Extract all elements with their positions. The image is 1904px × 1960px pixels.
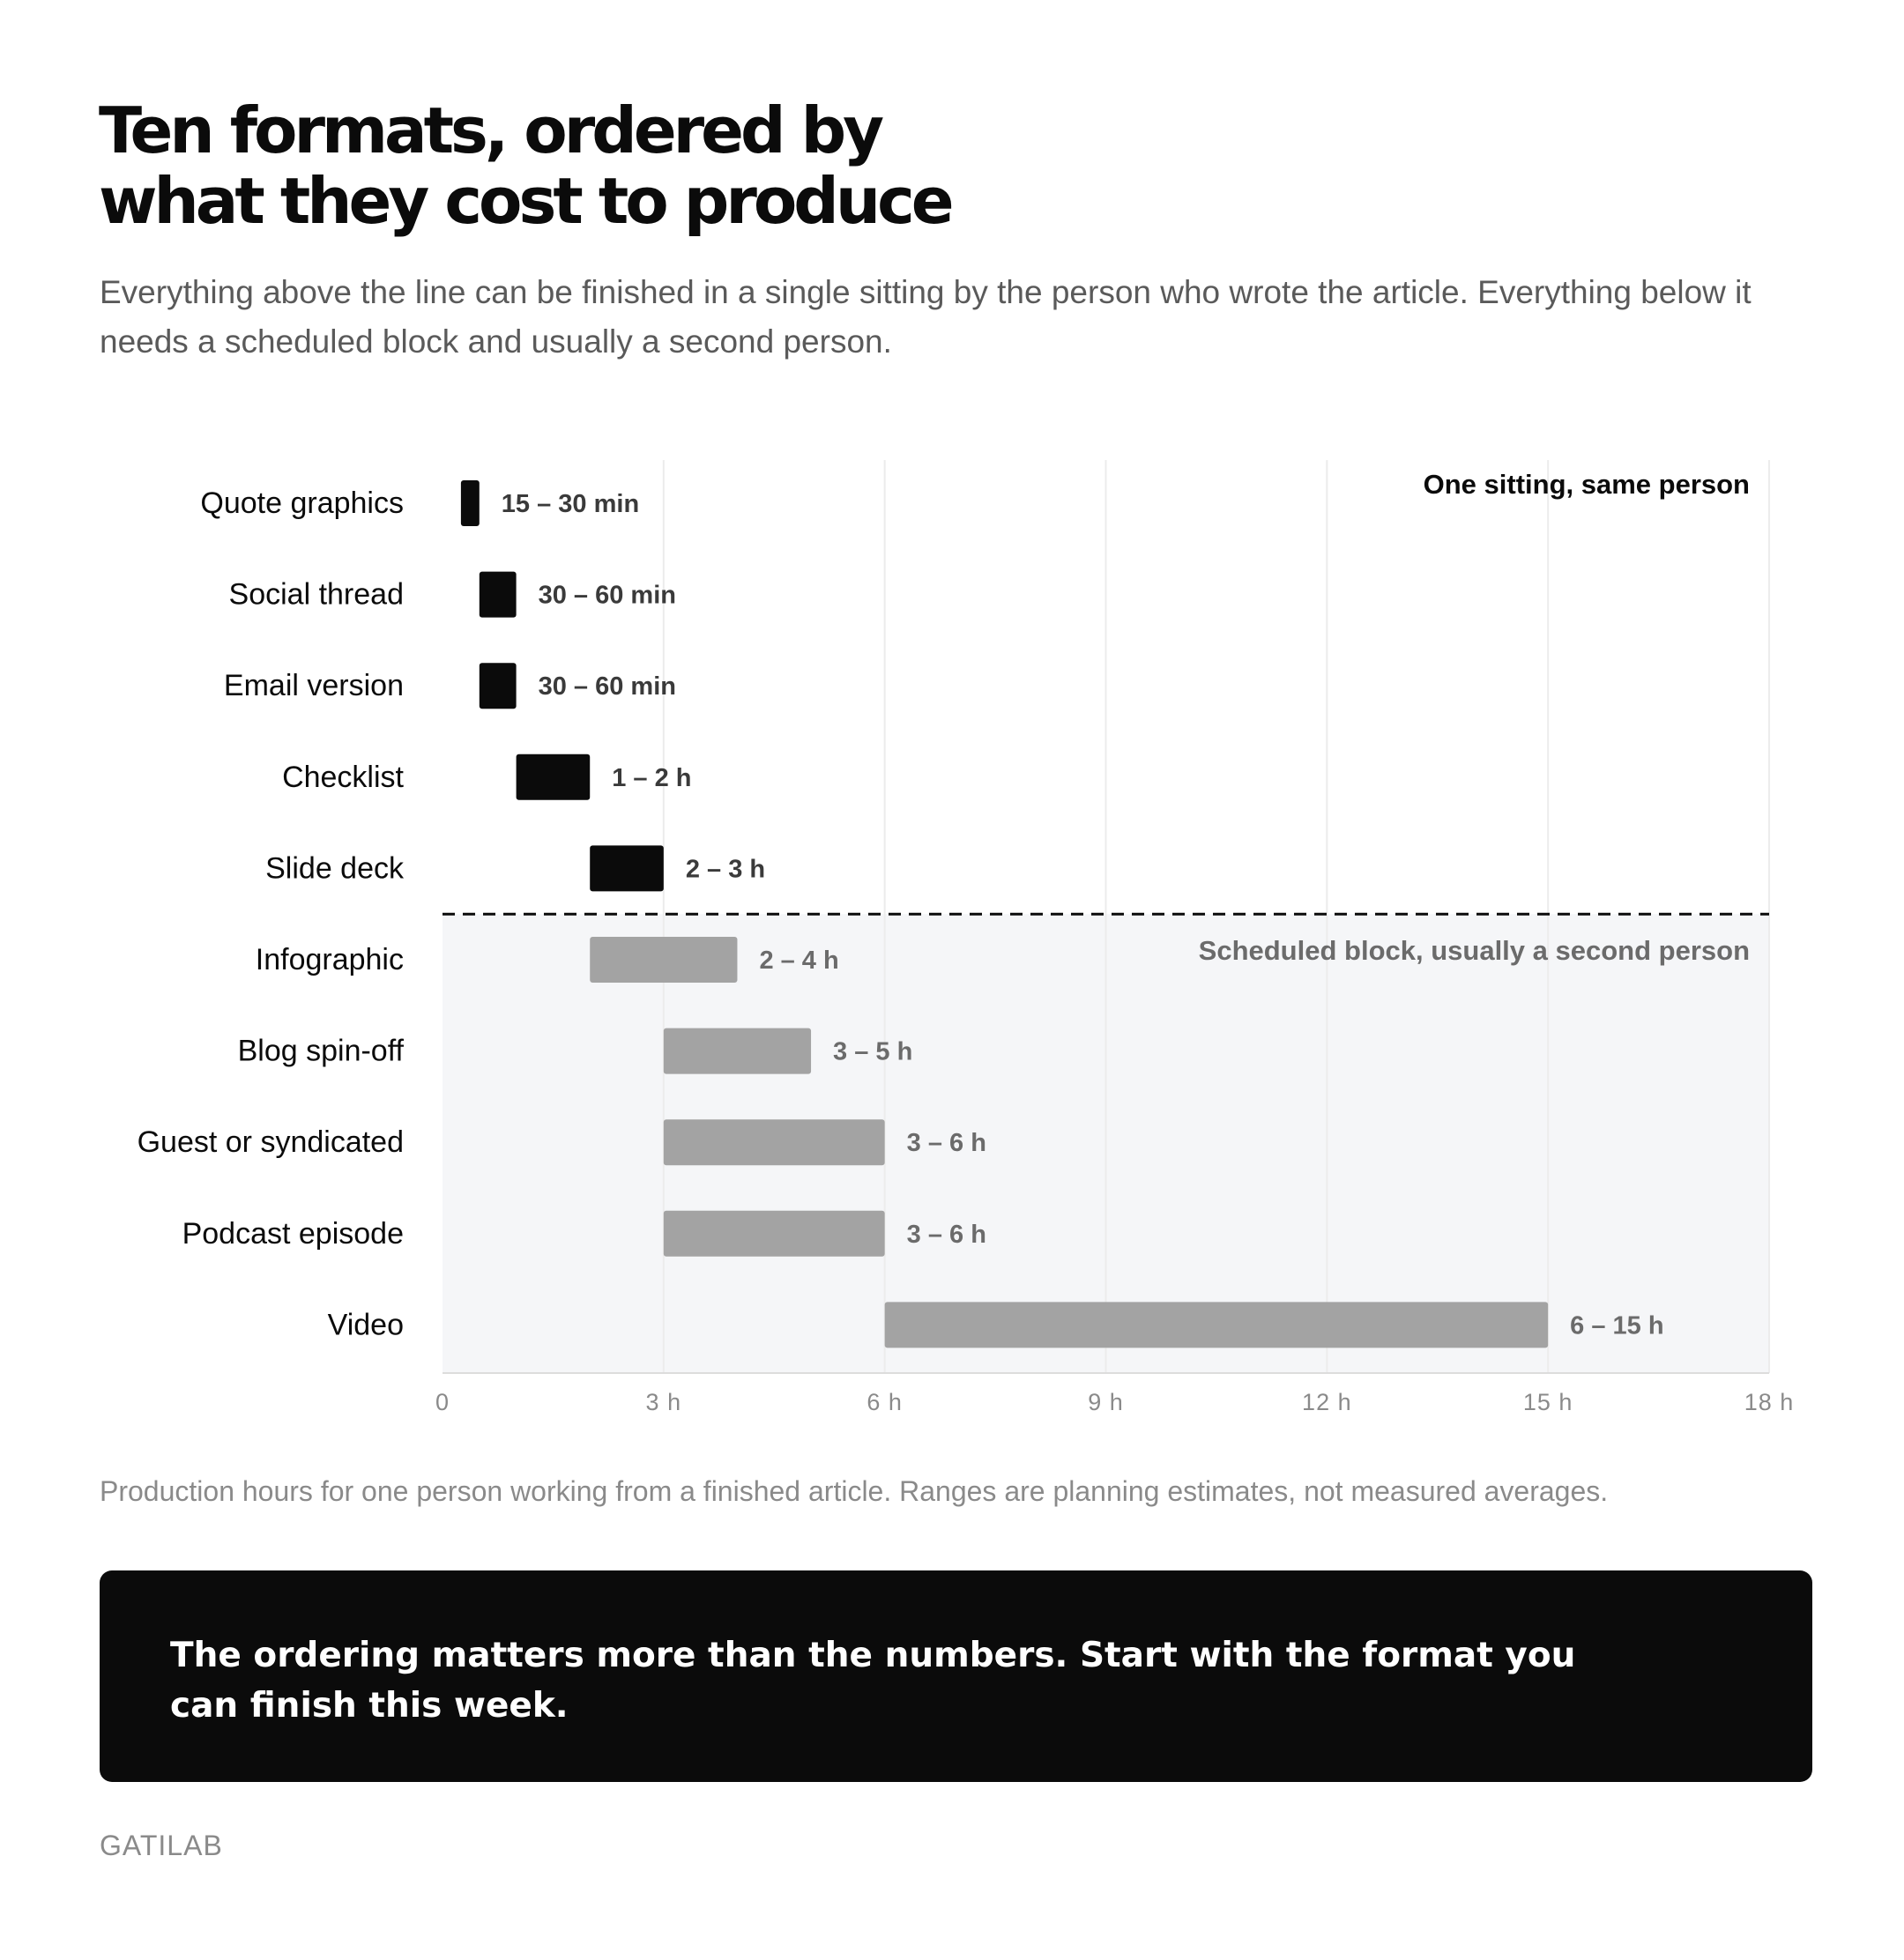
range-bar [884, 1302, 1549, 1348]
range-label: 3 – 6 h [907, 1221, 986, 1249]
range-label: 30 – 60 min [539, 582, 676, 610]
title-line-2: what they cost to produce [99, 164, 955, 238]
x-tick-label: 15 h [1523, 1389, 1573, 1415]
range-bar [479, 663, 517, 709]
category-label: Guest or syndicated [138, 1125, 404, 1159]
x-tick-label: 12 h [1302, 1389, 1352, 1415]
category-label: Checklist [282, 761, 404, 794]
x-tick-label: 3 h [646, 1389, 682, 1415]
range-bar [460, 480, 480, 526]
range-label: 30 – 60 min [539, 672, 676, 701]
category-label: Quote graphics [200, 486, 404, 520]
category-label: Slide deck [265, 851, 405, 885]
category-label: Blog spin-off [238, 1035, 405, 1068]
range-label: 3 – 6 h [907, 1129, 986, 1157]
group-label-one-sitting: One sitting, same person [1424, 469, 1750, 500]
category-label: Podcast episode [182, 1217, 404, 1251]
chart-title: Ten formats, ordered by what they cost t… [99, 95, 1333, 236]
range-bar [663, 1028, 812, 1074]
range-label: 2 – 3 h [686, 855, 765, 883]
callout-text: The ordering matters more than the numbe… [170, 1636, 1576, 1726]
chart-footnote: Production hours for one person working … [100, 1475, 1609, 1507]
range-bar-chart: 0 3 h 6 h 9 h 12 h 15 h 18 h One sitting, same … [138, 460, 1795, 1415]
range-bar [516, 754, 591, 800]
callout-box: The ordering matters more than the numbe… [100, 1570, 1812, 1782]
group-label-scheduled: Scheduled block, usually a second person [1199, 935, 1750, 966]
range-label: 1 – 2 h [612, 764, 691, 792]
category-label: Email version [224, 669, 404, 702]
title-line-1: Ten formats, ordered by [99, 93, 884, 167]
brand-wordmark: GATILAB [100, 1830, 223, 1861]
range-bar [663, 1119, 885, 1166]
chart-subtitle: Everything above the line can be finishe… [100, 274, 1752, 360]
category-label: Video [328, 1308, 404, 1341]
category-label: Social thread [229, 578, 404, 612]
x-tick-label: 0 [435, 1389, 450, 1415]
range-label: 2 – 4 h [759, 947, 838, 975]
range-label: 3 – 5 h [833, 1038, 912, 1066]
range-bar [479, 571, 517, 618]
range-label: 6 – 15 h [1570, 1311, 1663, 1340]
x-tick-label: 6 h [866, 1389, 903, 1415]
x-tick-label: 18 h [1744, 1389, 1795, 1415]
range-bar [590, 937, 738, 983]
x-tick-label: 9 h [1088, 1389, 1124, 1415]
range-bar [590, 845, 664, 892]
range-label: 15 – 30 min [502, 490, 639, 518]
category-label: Infographic [256, 943, 404, 976]
range-bar [663, 1210, 885, 1257]
